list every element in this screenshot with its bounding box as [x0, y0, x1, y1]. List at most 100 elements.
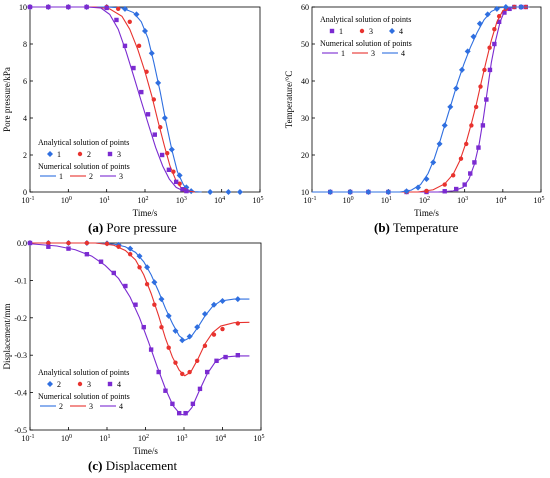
- legend-numerical-title: Numerical solution of points: [38, 162, 130, 171]
- x-tick-label: 10-1: [304, 196, 317, 205]
- analytical-point-4: [66, 246, 71, 251]
- analytical-point-2: [165, 150, 170, 156]
- analytical-point-2: [234, 296, 241, 303]
- x-axis-label: Time/s: [133, 446, 158, 456]
- analytical-point-3: [235, 321, 241, 326]
- analytical-point-3: [194, 358, 200, 364]
- analytical-point-4: [484, 11, 491, 18]
- legend-label: 3: [117, 150, 121, 159]
- legend-label: 2: [59, 402, 63, 411]
- analytical-point-4: [502, 4, 509, 10]
- analytical-point-3: [114, 17, 119, 23]
- analytical-point-3: [180, 187, 185, 192]
- analytical-point-2: [179, 337, 186, 344]
- analytical-point-3: [478, 84, 483, 89]
- x-tick-label: 105: [253, 196, 264, 205]
- analytical-point-1: [484, 97, 489, 102]
- analytical-point-4: [214, 358, 219, 364]
- analytical-point-3: [46, 240, 51, 246]
- analytical-point-4: [98, 259, 104, 264]
- analytical-point-2: [144, 69, 149, 74]
- analytical-point-1: [161, 115, 168, 121]
- x-tick-label: 100: [343, 196, 354, 205]
- analytical-point-4: [441, 122, 448, 129]
- analytical-point-1: [168, 146, 175, 153]
- chart-temperature: 10-1 100 101 102 103 104 105 10 20 30 40 50 60 Time/s…: [284, 3, 545, 218]
- analytical-point-1: [176, 172, 183, 179]
- analytical-point-3: [152, 302, 157, 307]
- analytical-point-3: [482, 67, 487, 73]
- analytical-point-3: [144, 281, 150, 287]
- y-tick-label: 2: [23, 151, 27, 160]
- plot-frame: [29, 242, 262, 431]
- legend-label: 1: [339, 27, 343, 36]
- y-tick-label: 6: [23, 77, 27, 86]
- analytical-point-2: [136, 43, 142, 49]
- analytical-point-2: [151, 279, 158, 286]
- analytical-point-1: [492, 41, 497, 47]
- numerical-curve-1: [312, 6, 530, 193]
- analytical-point-1: [468, 171, 473, 176]
- analytical-point-4: [415, 184, 422, 191]
- analytical-point-2: [165, 312, 172, 319]
- y-tick-label: -0.3: [14, 351, 27, 360]
- analytical-point-4: [470, 33, 477, 40]
- numerical-curve-2: [30, 242, 250, 341]
- analytical-point-4: [190, 401, 196, 407]
- analytical-point-3: [450, 173, 456, 178]
- legend-numerical-title: Numerical solution of points: [38, 392, 130, 401]
- x-tick-label: 103: [176, 196, 187, 205]
- analytical-point-2: [172, 327, 179, 334]
- y-axis-label: Temperature/°C: [284, 71, 294, 128]
- analytical-point-3: [496, 14, 502, 19]
- analytical-point-4: [327, 189, 334, 195]
- analytical-point-4: [197, 386, 203, 392]
- y-tick-label: 10: [301, 188, 309, 197]
- analytical-point-1: [236, 189, 243, 195]
- analytical-point-3: [424, 188, 429, 194]
- x-axis-label: Time/s: [414, 208, 439, 218]
- legend-marker-3: [107, 151, 113, 157]
- analytical-point-3: [131, 65, 136, 71]
- analytical-point-3: [152, 132, 157, 137]
- analytical-point-4: [148, 347, 154, 352]
- x-tick-label: 10-1: [22, 434, 35, 443]
- legend-label: 2: [57, 380, 61, 389]
- analytical-point-3: [159, 324, 164, 330]
- analytical-point-3: [442, 182, 447, 187]
- legend-marker-3: [359, 28, 365, 34]
- analytical-point-4: [385, 189, 392, 195]
- analytical-point-1: [453, 186, 459, 192]
- legend-label: 4: [401, 49, 405, 58]
- analytical-point-4: [430, 159, 437, 166]
- analytical-point-2: [210, 301, 217, 308]
- analytical-point-4: [464, 48, 471, 55]
- legend-label: 2: [89, 172, 93, 181]
- analytical-point-4: [170, 401, 175, 407]
- analytical-point-3: [187, 369, 192, 375]
- legend-label: 1: [59, 172, 63, 181]
- analytical-point-1: [487, 67, 493, 73]
- analytical-point-4: [123, 283, 128, 289]
- analytical-point-1: [472, 160, 477, 165]
- y-tick-label: 60: [301, 3, 309, 12]
- analytical-point-3: [139, 89, 144, 95]
- analytical-point-2: [151, 97, 157, 102]
- analytical-point-4: [111, 270, 116, 276]
- analytical-point-4: [447, 103, 454, 110]
- analytical-point-3: [487, 45, 492, 50]
- analytical-point-3: [469, 123, 474, 128]
- y-tick-label: 40: [301, 77, 309, 86]
- legend-marker-4: [389, 28, 395, 34]
- numerical-curve-3: [30, 242, 250, 377]
- analytical-point-2: [219, 297, 226, 304]
- analytical-point-1: [462, 182, 467, 187]
- analytical-point-3: [184, 188, 189, 194]
- legend-label: 2: [87, 150, 91, 159]
- analytical-point-1: [476, 145, 481, 150]
- analytical-point-2: [171, 169, 176, 174]
- legend-marker-3: [77, 381, 83, 387]
- y-tick-label: 4: [23, 114, 27, 123]
- legend-label: 3: [371, 49, 375, 58]
